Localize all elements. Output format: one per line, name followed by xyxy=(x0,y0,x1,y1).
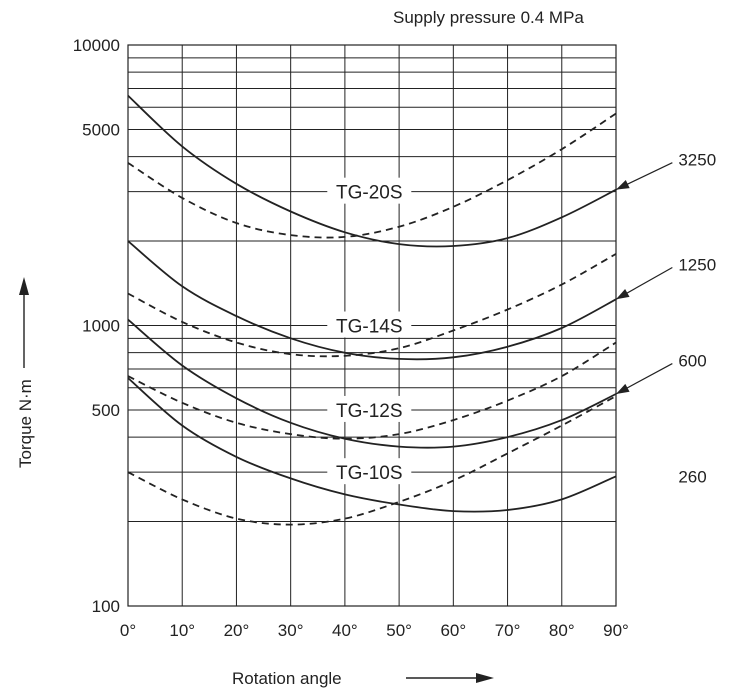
curve-tg-14s-solid xyxy=(127,240,617,361)
y-tick-label: 5000 xyxy=(82,120,120,139)
callout-arrowhead-3250 xyxy=(616,179,630,190)
x-tick-label: 80° xyxy=(549,621,575,640)
x-axis-title: Rotation angle xyxy=(232,669,342,688)
y-tick-label: 1000 xyxy=(82,317,120,336)
callout-label-1250: 1250 xyxy=(678,255,716,274)
series-label-tg-14s: TG-14S xyxy=(336,317,403,338)
x-tick-label: 70° xyxy=(495,621,521,640)
curve-tg-10s-dashed xyxy=(127,395,617,526)
x-tick-label: 0° xyxy=(120,621,136,640)
curve-tg-14s-dashed xyxy=(127,253,617,358)
y-tick-label: 10000 xyxy=(73,36,120,55)
curve-tg-10s-solid xyxy=(127,377,617,513)
curve-tg-20s-dashed xyxy=(127,112,617,239)
curve-tg-20s-solid xyxy=(127,94,617,248)
callout-label-3250: 3250 xyxy=(678,151,716,170)
series-label-tg-12s: TG-12S xyxy=(336,401,403,422)
y-tick-label: 500 xyxy=(92,401,120,420)
callout-label-260: 260 xyxy=(678,467,706,486)
series-label-tg-10s: TG-10S xyxy=(336,463,403,484)
y-tick-label: 100 xyxy=(92,597,120,616)
x-axis-arrowhead xyxy=(476,673,494,683)
curve-tg-12s-dashed xyxy=(127,341,617,440)
series-label-bg-tg-20s xyxy=(327,177,412,204)
curves xyxy=(127,94,617,526)
x-tick-label: 50° xyxy=(386,621,412,640)
series-label-bg-tg-14s xyxy=(327,311,412,338)
callout-label-600: 600 xyxy=(678,352,706,371)
series-label-bg-tg-12s xyxy=(327,395,412,422)
tick-labels: 0° 10° 20° 30° 40° 50° 60° 70° 80° 90° 100 500 1000 5… xyxy=(73,36,629,640)
plot-frame xyxy=(127,44,617,607)
x-tick-label: 10° xyxy=(169,621,195,640)
y-axis-title: Torque N·m xyxy=(16,379,35,468)
y-axis-arrowhead xyxy=(19,277,29,295)
series-label-tg-20s: TG-20S xyxy=(336,183,403,204)
y-axis-title-group: Torque N·m xyxy=(16,277,35,468)
series-label-bg-tg-10s xyxy=(327,458,412,485)
x-tick-label: 90° xyxy=(603,621,629,640)
x-tick-label: 60° xyxy=(440,621,466,640)
series-labels: TG-20S TG-14S TG-12S TG-10S xyxy=(327,177,412,485)
chart-subtitle: Supply pressure 0.4 MPa xyxy=(393,8,584,27)
callout-arrowhead-600 xyxy=(616,383,630,394)
curve-tg-12s-solid xyxy=(127,318,617,449)
x-tick-label: 30° xyxy=(278,621,304,640)
callouts: 3250 1250 600 260 xyxy=(615,151,716,486)
x-tick-label: 40° xyxy=(332,621,358,640)
x-axis-title-group: Rotation angle xyxy=(232,669,494,688)
x-tick-label: 20° xyxy=(224,621,250,640)
callout-arrowhead-1250 xyxy=(616,288,630,300)
